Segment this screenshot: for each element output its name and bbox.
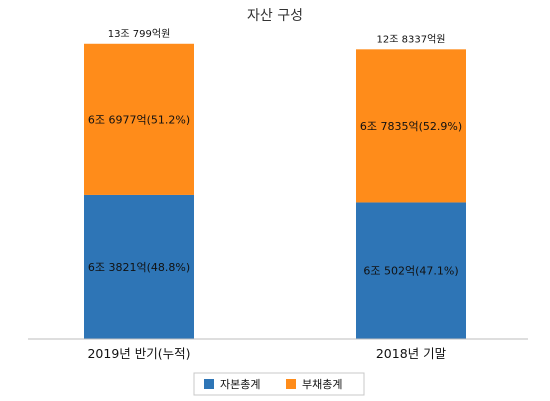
bar-segment-equity-0 — [84, 194, 194, 339]
chart-title: 자산 구성 — [247, 8, 303, 24]
category-label: 2018년 기말 — [376, 346, 447, 361]
category-label: 2019년 반기(누적) — [87, 346, 190, 361]
legend-label: 부채총계 — [302, 378, 342, 391]
bar-segment-liabilities-0 — [84, 43, 194, 195]
segment-label: 6조 502억(47.1%) — [363, 265, 458, 278]
legend-label: 자본총계 — [220, 378, 260, 391]
bar-segment-equity-1 — [356, 202, 466, 339]
total-label: 12조 8337억원 — [377, 33, 446, 45]
legend-swatch — [286, 379, 296, 389]
legend: 자본총계 부채총계 — [193, 372, 365, 396]
bars-layer — [84, 43, 466, 339]
legend-swatch — [204, 379, 214, 389]
segment-label: 6조 7835억(52.9%) — [360, 120, 462, 133]
total-label: 13조 799억원 — [108, 28, 171, 40]
bar-segment-liabilities-1 — [356, 49, 466, 203]
segment-label: 6조 6977억(51.2%) — [88, 113, 190, 126]
segment-label: 6조 3821억(48.8%) — [88, 261, 190, 274]
legend-box — [193, 372, 365, 396]
labels-layer: 6조 3821억(48.8%) 6조 6977억(51.2%) 13조 799억원 2… — [87, 28, 462, 361]
